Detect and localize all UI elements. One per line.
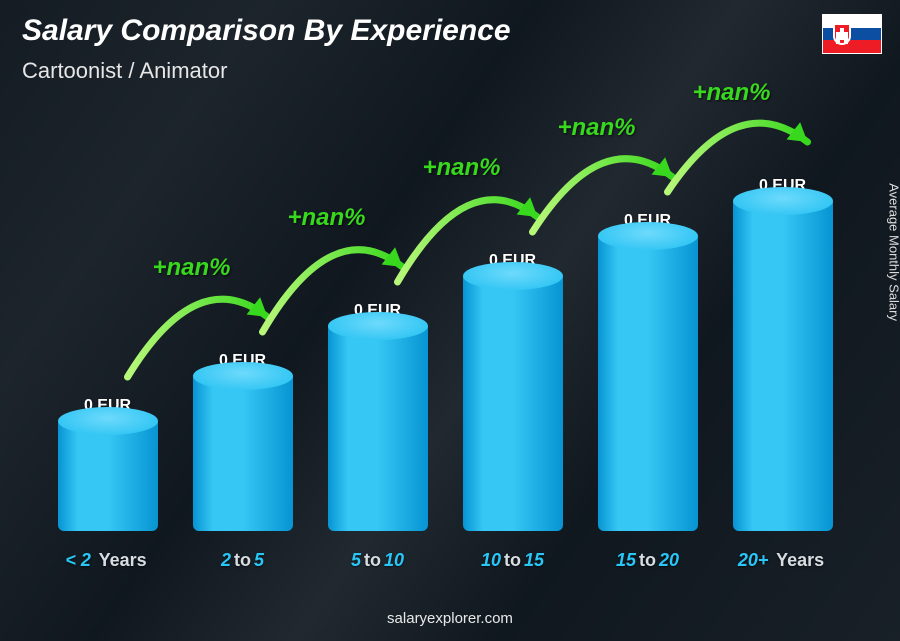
x-label-3: 10to15 xyxy=(453,550,573,571)
bar-0: 0 EUR xyxy=(48,397,168,531)
chart-area: +nan%+nan%+nan%+nan%+nan% 0 EUR0 EUR0 EU… xyxy=(40,120,850,571)
bar-shape xyxy=(598,236,698,531)
x-label-2: 5to10 xyxy=(318,550,438,571)
bar-shape xyxy=(733,201,833,531)
chart-title: Salary Comparison By Experience xyxy=(22,14,511,48)
y-axis-label: Average Monthly Salary xyxy=(887,183,900,321)
bar-shape xyxy=(193,376,293,531)
growth-label-4: +nan% xyxy=(693,79,771,107)
x-label-4: 15to20 xyxy=(588,550,708,571)
x-axis-labels: < 2 Years 2to5 5to10 10to15 15to20 20+ Years xyxy=(40,550,850,571)
bar-shape xyxy=(58,421,158,531)
bar-shape xyxy=(328,326,428,531)
flag-stripe-1 xyxy=(823,15,881,28)
footer-credit: salaryexplorer.com xyxy=(0,610,900,627)
flag-slovakia xyxy=(822,14,882,54)
flag-crest xyxy=(833,23,851,45)
flag-stripe-2 xyxy=(823,28,881,41)
bar-5: 0 EUR xyxy=(723,177,843,531)
bar-2: 0 EUR xyxy=(318,302,438,531)
x-label-5: 20+ Years xyxy=(723,550,843,571)
flag-stripe-3 xyxy=(823,40,881,53)
bars-container: 0 EUR0 EUR0 EUR0 EUR0 EUR0 EUR xyxy=(40,120,850,531)
bar-3: 0 EUR xyxy=(453,252,573,531)
x-label-1: 2to5 xyxy=(183,550,303,571)
x-label-0: < 2 Years xyxy=(48,550,168,571)
chart-stage: Salary Comparison By Experience Cartooni… xyxy=(0,0,900,641)
bar-1: 0 EUR xyxy=(183,352,303,531)
bar-4: 0 EUR xyxy=(588,212,708,531)
chart-subtitle: Cartoonist / Animator xyxy=(22,58,227,84)
bar-shape xyxy=(463,276,563,531)
